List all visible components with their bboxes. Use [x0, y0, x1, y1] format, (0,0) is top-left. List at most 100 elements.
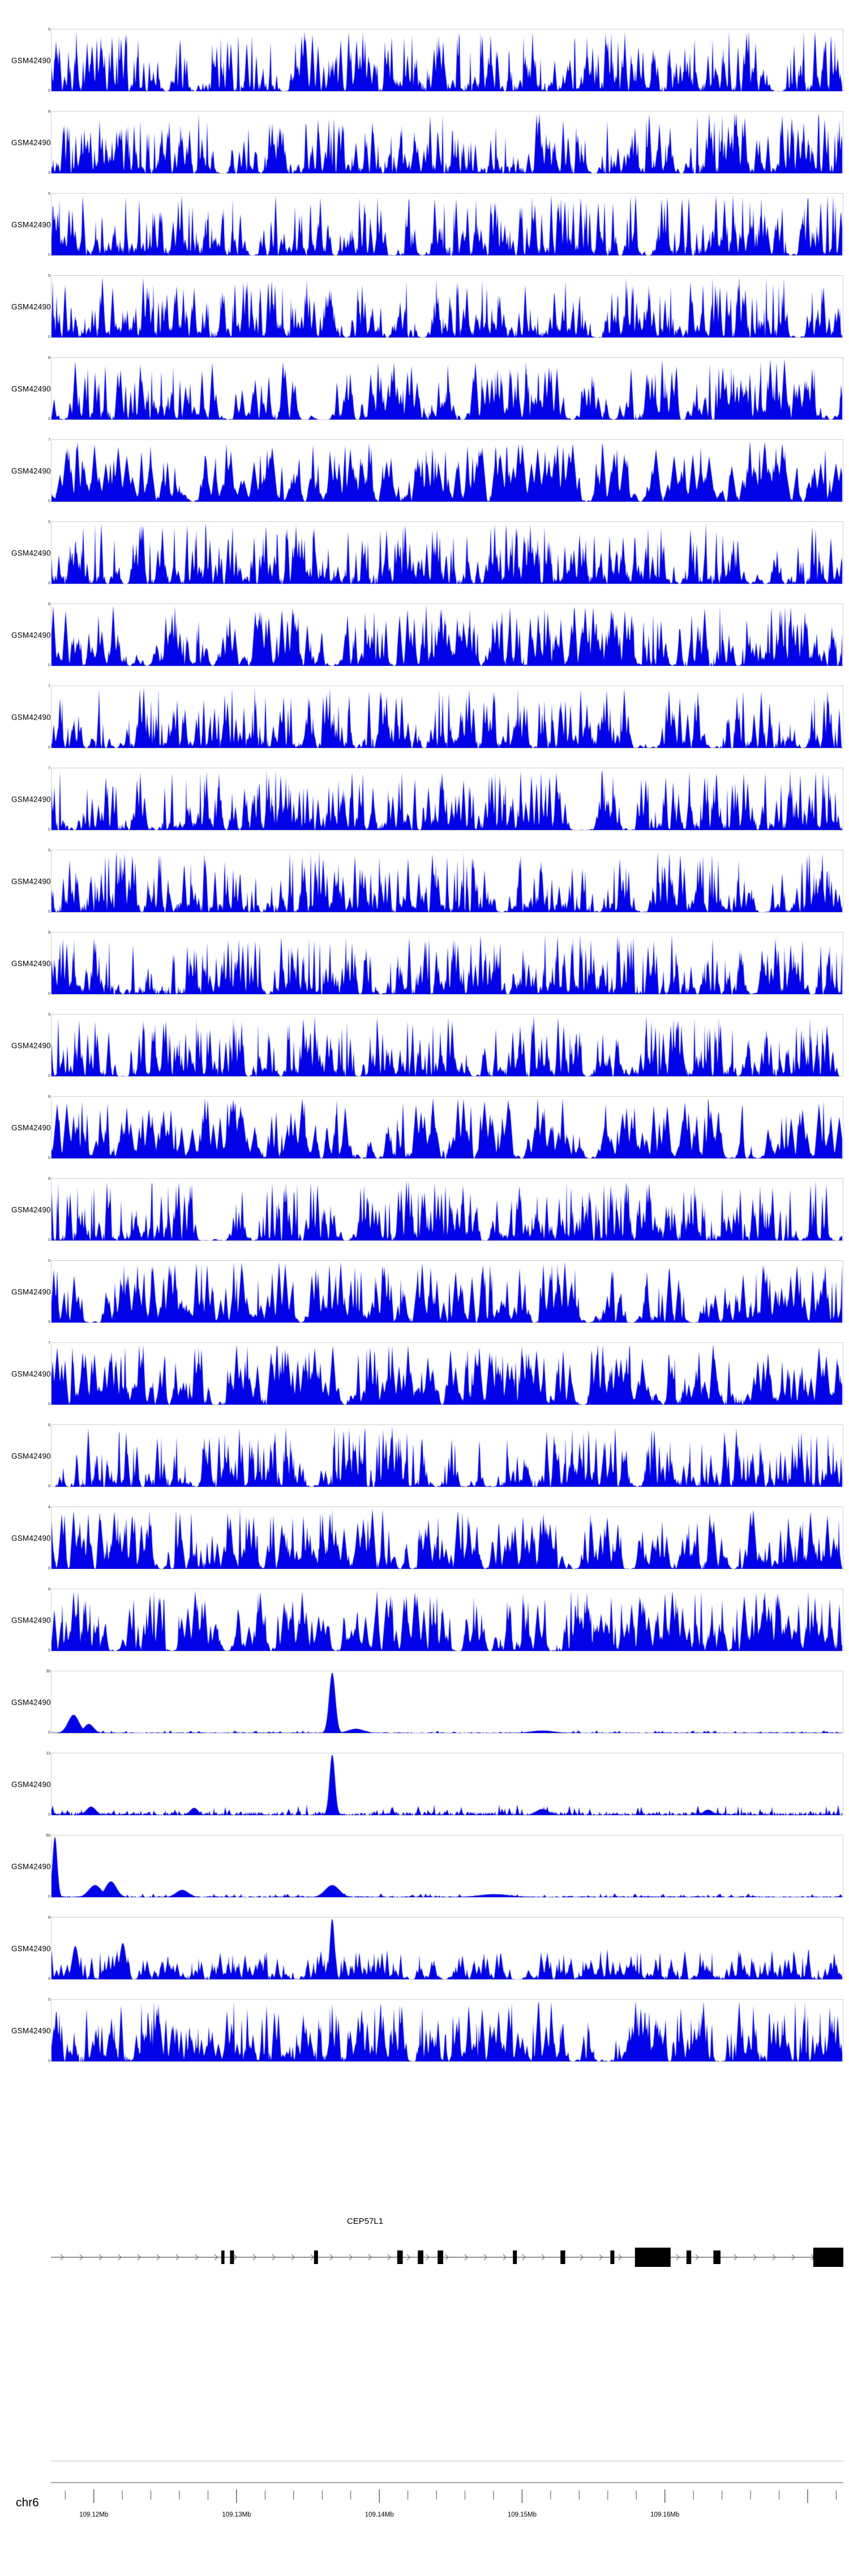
coverage-track-GSM4249083: GSM4249083 8 0 — [0, 348, 849, 430]
coverage-canvas — [52, 686, 843, 748]
coverage-canvas — [52, 276, 843, 337]
track-label: GSM4249073 — [11, 1205, 60, 1214]
exon-box — [513, 2250, 517, 2264]
track-label: GSM4249072 — [11, 1287, 60, 1296]
strand-arrow-icon — [137, 2254, 141, 2261]
y-axis-min-label: 0 — [48, 171, 50, 175]
coverage-track-GSM4249084: GSM4249084 5 0 — [0, 266, 849, 348]
y-axis-max-label: 8 — [48, 356, 50, 360]
y-axis-min-label: 0 — [48, 992, 50, 996]
strand-arrow-icon — [791, 2254, 795, 2261]
strand-arrow-icon — [580, 2254, 584, 2261]
axis-tick-label: 109.14Mb — [365, 2511, 394, 2518]
coverage-track-GSM4249087: GSM4249087 5 0 — [0, 19, 849, 101]
axis-tick-label: 109.12Mb — [79, 2511, 108, 2518]
coverage-canvas — [52, 1753, 843, 1815]
y-axis-min-label: 0 — [48, 1320, 50, 1324]
track-label: GSM4249084 — [11, 302, 60, 311]
coverage-plot: 60 0 — [46, 1834, 843, 1899]
coverage-canvas — [52, 522, 843, 584]
coverage-canvas — [52, 1425, 843, 1487]
y-axis-max-label: 8 — [48, 602, 50, 606]
coverage-track-GSM4249074: GSM4249074 8 0 — [0, 1086, 849, 1169]
strand-arrow-icon — [695, 2254, 699, 2261]
strand-arrow-icon — [60, 2254, 64, 2261]
y-axis-max-label: 60 — [46, 1834, 50, 1838]
y-axis-max-label: 5 — [48, 192, 50, 196]
track-label: GSM4249082 — [11, 467, 60, 475]
track-label: GSM4249083 — [11, 384, 60, 393]
y-axis-min-label: 0 — [48, 1238, 50, 1242]
strand-arrow-icon — [541, 2254, 545, 2261]
coverage-canvas — [52, 194, 843, 255]
coverage-track-GSM4249077: GSM4249077 5 0 — [0, 840, 849, 922]
y-axis-max-label: 7 — [48, 684, 50, 688]
exon-box — [686, 2250, 692, 2264]
strand-arrow-icon — [406, 2254, 410, 2261]
exon-box — [230, 2250, 234, 2264]
strand-arrow-icon — [772, 2254, 776, 2261]
coverage-canvas — [52, 1835, 843, 1897]
y-axis-max-label: 5 — [48, 274, 50, 278]
y-axis-max-label: 8 — [48, 1916, 50, 1920]
y-axis-min-label: 0 — [48, 1895, 50, 1899]
coverage-canvas — [52, 768, 843, 830]
coverage-track-GSM4249075: GSM4249075 5 0 — [0, 1004, 849, 1086]
y-axis-min-label: 0 — [48, 253, 50, 257]
strand-arrow-icon — [272, 2254, 276, 2261]
coverage-track-GSM4249071: GSM4249071 7 0 — [0, 1333, 849, 1415]
y-axis-max-label: 8 — [48, 110, 50, 114]
gene-annotation-track: CEP57L1 — [0, 2216, 849, 2290]
coverage-canvas — [52, 1097, 843, 1158]
coverage-track-GSM4249078: GSM4249078 7 0 — [0, 758, 849, 840]
coverage-track-GSM4249085: GSM4249085 5 0 — [0, 183, 849, 266]
y-axis-max-label: 5 — [48, 28, 50, 32]
y-axis-max-label: 8 — [48, 1587, 50, 1591]
coverage-track-GSM4249097: GSM4249097 30 0 — [0, 1661, 849, 1743]
strand-arrow-icon — [753, 2254, 757, 2261]
strand-arrow-icon — [618, 2254, 622, 2261]
strand-arrow-icon — [349, 2254, 353, 2261]
coverage-canvas — [52, 850, 843, 912]
track-label: GSM4249095 — [11, 1862, 60, 1871]
coverage-canvas — [52, 2000, 843, 2061]
y-axis-min-label: 0 — [48, 417, 50, 421]
coverage-track-GSM4249086: GSM4249086 8 0 — [0, 101, 849, 183]
track-label: GSM4249096 — [11, 1780, 60, 1788]
exon-box — [438, 2250, 443, 2264]
genome-axis: 109.12Mb 109.13Mb 109.14Mb 109.15Mb 109.16Mb — [51, 2461, 843, 2518]
coverage-track-GSM4249070: GSM4249070 6 0 — [0, 1415, 849, 1497]
strand-arrow-icon — [195, 2254, 199, 2261]
y-axis-max-label: 8 — [48, 1095, 50, 1099]
y-axis-min-label: 0 — [48, 1156, 50, 1160]
y-axis-max-label: 5 — [48, 520, 50, 524]
coverage-track-GSM4249068: GSM4249068 8 0 — [0, 1579, 849, 1661]
exon-box — [397, 2250, 403, 2264]
exon-box — [560, 2250, 565, 2264]
track-label: GSM4249085 — [11, 220, 60, 229]
y-axis-min-label: 0 — [48, 581, 50, 585]
track-label: GSM4249087 — [11, 56, 60, 65]
axis-tick-label: 109.15Mb — [508, 2511, 537, 2518]
strand-arrow-icon — [464, 2254, 468, 2261]
y-axis-min-label: 0 — [48, 1074, 50, 1078]
track-label: GSM4249078 — [11, 795, 60, 803]
gene-name-label: CEP57L1 — [346, 2216, 384, 2226]
y-axis-min-label: 0 — [48, 1649, 50, 1653]
genome-axis-track: chr6 109.12Mb 109.13Mb 109.14Mb 109.15Mb 109… — [0, 2460, 849, 2573]
strand-arrow-icon — [214, 2254, 218, 2261]
y-axis-min-label: 0 — [48, 1813, 50, 1817]
strand-arrow-icon — [79, 2254, 83, 2261]
track-label: GSM4249076 — [11, 959, 60, 968]
coverage-canvas — [52, 1261, 843, 1323]
